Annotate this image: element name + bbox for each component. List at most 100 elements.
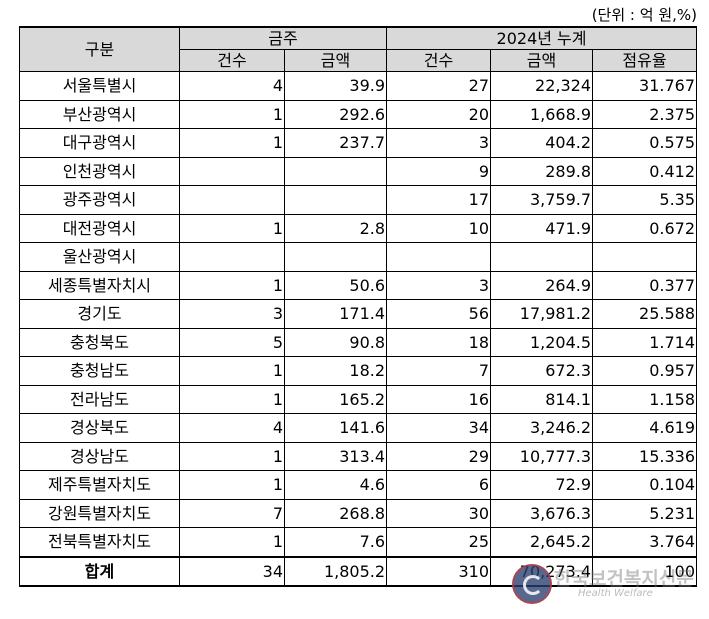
row-share: 1.158 (592, 384, 698, 414)
table-row: 제주특별자치도 1 4.6 6 72.9 0.104 (19, 470, 698, 500)
row-region: 경기도 (19, 299, 180, 329)
row-week-count: 1 (179, 270, 285, 300)
header-group-cumulative: 2024년 누계 (386, 26, 698, 50)
row-share: 25.588 (592, 299, 698, 329)
total-cum-amount: 70,273.4 (490, 555, 594, 587)
row-cum-count: 9 (386, 156, 492, 186)
row-region: 충청북도 (19, 327, 180, 357)
table-row: 경상남도 1 313.4 29 10,777.3 15.336 (19, 441, 698, 471)
row-cum-count: 27 (386, 71, 492, 101)
row-week-count: 1 (179, 356, 285, 386)
header-cum-share: 점유율 (592, 49, 698, 72)
row-week-count: 1 (179, 470, 285, 500)
table-row: 대구광역시 1 237.7 3 404.2 0.575 (19, 128, 698, 158)
row-cum-count: 3 (386, 270, 492, 300)
row-week-count: 1 (179, 213, 285, 243)
row-share: 15.336 (592, 441, 698, 471)
row-week-count: 1 (179, 441, 285, 471)
row-cum-amount: 1,668.9 (490, 99, 594, 129)
row-cum-amount: 10,777.3 (490, 441, 594, 471)
row-week-count: 3 (179, 299, 285, 329)
row-week-amount: 90.8 (283, 327, 388, 357)
row-region: 인천광역시 (19, 156, 180, 186)
total-row: 합계 34 1,805.2 310 70,273.4 100 (19, 555, 698, 587)
row-cum-count (386, 242, 492, 272)
row-share: 31.767 (592, 71, 698, 101)
row-week-count: 4 (179, 413, 285, 443)
table-row: 울산광역시 (19, 242, 698, 272)
row-cum-count: 3 (386, 128, 492, 158)
table-row: 서울특별시 4 39.9 27 22,324 31.767 (19, 71, 698, 101)
row-cum-count: 29 (386, 441, 492, 471)
row-region: 강원특별자치도 (19, 498, 180, 528)
row-week-count (179, 242, 285, 272)
row-region: 전라남도 (19, 384, 180, 414)
row-share: 1.714 (592, 327, 698, 357)
table-row: 광주광역시 17 3,759.7 5.35 (19, 185, 698, 215)
row-cum-count: 17 (386, 185, 492, 215)
row-cum-amount: 404.2 (490, 128, 594, 158)
row-region: 대전광역시 (19, 213, 180, 243)
row-region: 경상남도 (19, 441, 180, 471)
row-cum-count: 56 (386, 299, 492, 329)
row-week-amount: 2.8 (283, 213, 388, 243)
row-cum-count: 16 (386, 384, 492, 414)
row-cum-amount: 22,324 (490, 71, 594, 101)
row-region: 세종특별자치시 (19, 270, 180, 300)
row-week-count: 1 (179, 527, 285, 557)
header-region: 구분 (19, 26, 180, 72)
row-region: 충청남도 (19, 356, 180, 386)
table-row: 세종특별자치시 1 50.6 3 264.9 0.377 (19, 270, 698, 300)
row-cum-amount: 471.9 (490, 213, 594, 243)
row-cum-amount (490, 242, 594, 272)
total-share: 100 (592, 555, 698, 587)
row-region: 서울특별시 (19, 71, 180, 101)
row-cum-amount: 289.8 (490, 156, 594, 186)
row-region: 광주광역시 (19, 185, 180, 215)
row-week-count: 1 (179, 128, 285, 158)
table-row: 전라남도 1 165.2 16 814.1 1.158 (19, 384, 698, 414)
row-week-amount: 141.6 (283, 413, 388, 443)
row-week-amount: 39.9 (283, 71, 388, 101)
row-region: 울산광역시 (19, 242, 180, 272)
regional-data-table: 구분 금주 2024년 누계 건수 금액 건수 금액 점유율 서울특별시 4 39.… (19, 26, 698, 587)
row-region: 경상북도 (19, 413, 180, 443)
row-week-count: 5 (179, 327, 285, 357)
row-cum-amount: 1,204.5 (490, 327, 594, 357)
row-week-amount: 165.2 (283, 384, 388, 414)
row-cum-count: 25 (386, 527, 492, 557)
row-share: 5.35 (592, 185, 698, 215)
row-share: 0.672 (592, 213, 698, 243)
header-group-week: 금주 (178, 26, 388, 50)
row-cum-amount: 2,645.2 (490, 527, 594, 557)
row-share: 0.957 (592, 356, 698, 386)
row-week-amount: 237.7 (283, 128, 388, 158)
row-week-amount: 171.4 (283, 299, 388, 329)
row-week-count (179, 185, 285, 215)
row-week-amount: 268.8 (283, 498, 388, 528)
total-label: 합계 (19, 555, 180, 587)
row-week-count (179, 156, 285, 186)
row-cum-amount: 264.9 (490, 270, 594, 300)
table-row: 경상북도 4 141.6 34 3,246.2 4.619 (19, 413, 698, 443)
row-cum-count: 6 (386, 470, 492, 500)
row-share: 0.412 (592, 156, 698, 186)
row-share: 4.619 (592, 413, 698, 443)
total-cum-count: 310 (386, 555, 492, 587)
table-row: 충청북도 5 90.8 18 1,204.5 1.714 (19, 327, 698, 357)
row-week-amount: 50.6 (283, 270, 388, 300)
row-cum-count: 20 (386, 99, 492, 129)
row-share: 0.575 (592, 128, 698, 158)
header-cum-count: 건수 (386, 49, 492, 72)
row-week-amount (283, 242, 388, 272)
header-cum-amount: 금액 (490, 49, 594, 72)
row-cum-count: 30 (386, 498, 492, 528)
row-cum-amount: 3,676.3 (490, 498, 594, 528)
row-share: 0.104 (592, 470, 698, 500)
watermark-subtext: Health Welfare (578, 588, 653, 599)
row-share: 5.231 (592, 498, 698, 528)
row-region: 전북특별자치도 (19, 527, 180, 557)
header-week-amount: 금액 (283, 49, 388, 72)
row-cum-amount: 672.3 (490, 356, 594, 386)
table-row: 인천광역시 9 289.8 0.412 (19, 156, 698, 186)
